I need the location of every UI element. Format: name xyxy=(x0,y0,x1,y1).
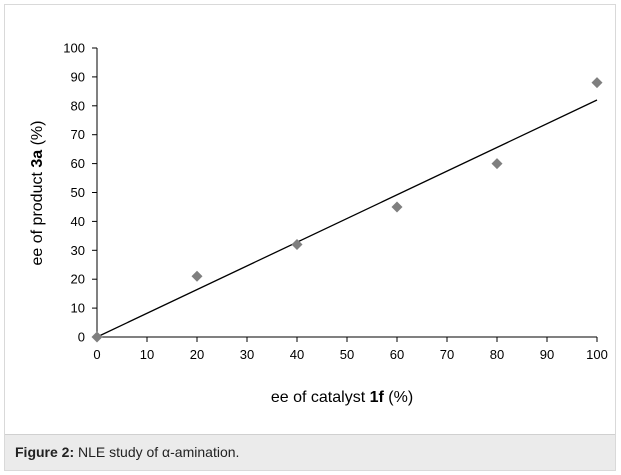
x-tick-label: 90 xyxy=(540,347,554,362)
x-tick-label: 30 xyxy=(240,347,254,362)
y-tick-label: 70 xyxy=(71,127,85,142)
data-point xyxy=(591,77,603,89)
caption-text: NLE study of α-amination. xyxy=(74,444,240,460)
y-tick-label: 100 xyxy=(63,41,85,56)
data-point xyxy=(391,201,403,213)
y-tick-label: 50 xyxy=(71,185,85,200)
data-points xyxy=(91,77,603,343)
x-tick-label: 40 xyxy=(290,347,304,362)
x-tick-label: 10 xyxy=(140,347,154,362)
y-tick-label: 60 xyxy=(71,156,85,171)
caption-bar: Figure 2: NLE study of α-amination. xyxy=(5,434,615,470)
y-tick-label: 10 xyxy=(71,301,85,316)
caption-label: Figure 2: xyxy=(15,444,75,460)
data-point xyxy=(191,270,203,282)
x-tick-label: 70 xyxy=(440,347,454,362)
y-tick-label: 40 xyxy=(71,214,85,229)
x-tick-label: 50 xyxy=(340,347,354,362)
y-tick-label: 30 xyxy=(71,243,85,258)
y-tick-label: 20 xyxy=(71,272,85,287)
y-tick-label: 0 xyxy=(78,330,85,345)
data-point xyxy=(291,239,303,251)
trendline-group xyxy=(96,99,598,338)
x-tick-label: 0 xyxy=(93,347,100,362)
data-point xyxy=(91,331,103,343)
x-tick-label: 20 xyxy=(190,347,204,362)
y-axis-title: ee of product 3a (%) xyxy=(29,121,46,266)
figure-frame xyxy=(4,4,616,471)
y-tick-label: 80 xyxy=(71,98,85,113)
trendline xyxy=(96,99,598,338)
x-axis-title: ee of catalyst 1f (%) xyxy=(271,389,413,406)
x-tick-label: 100 xyxy=(586,347,608,362)
x-tick-label: 80 xyxy=(490,347,504,362)
x-axis: 0 10 20 30 40 50 60 70 80 90 100 xyxy=(93,336,608,362)
y-tick-label: 90 xyxy=(71,69,85,84)
y-axis: 0 10 20 30 40 50 60 70 80 90 100 xyxy=(63,41,98,345)
figure-caption: Figure 2: NLE study of α-amination. xyxy=(15,444,239,460)
chart: 0 10 20 30 40 50 60 70 80 90 100 0 10 20 30 40 50 60 70 80… xyxy=(29,41,608,407)
x-tick-label: 60 xyxy=(390,347,404,362)
data-point xyxy=(491,158,503,170)
